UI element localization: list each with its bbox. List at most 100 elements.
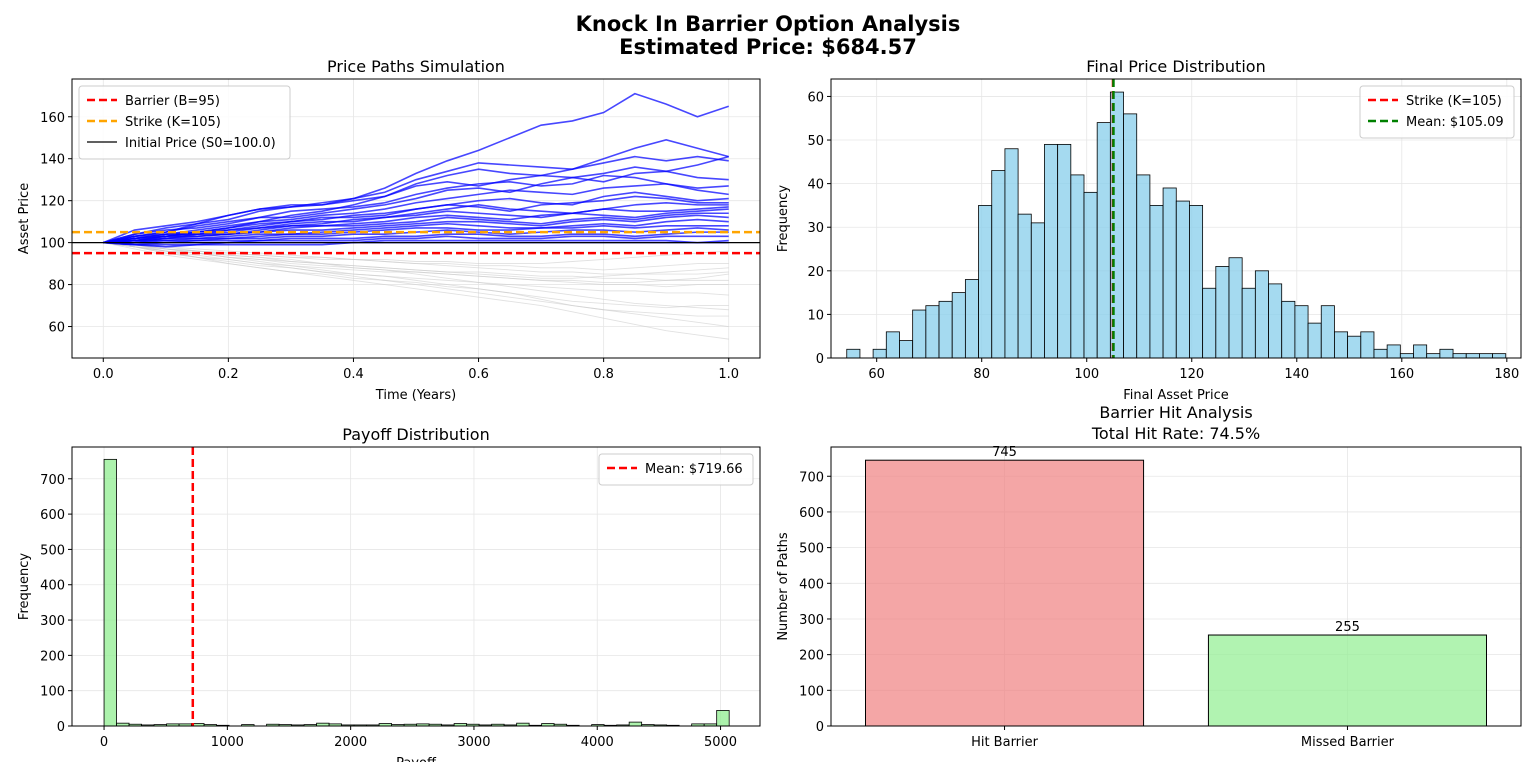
y-tick-label: 20 bbox=[807, 265, 824, 280]
histogram-bar bbox=[1452, 353, 1467, 359]
histogram-bar bbox=[912, 309, 927, 359]
legend-label: Initial Price (S0=100.0) bbox=[125, 136, 276, 151]
histogram-bar bbox=[1320, 305, 1335, 359]
histogram-bar bbox=[1202, 287, 1217, 359]
y-tick-label: 100 bbox=[40, 685, 65, 700]
panel-title-line2: Total Hit Rate: 74.5% bbox=[1091, 424, 1260, 443]
histogram-bar bbox=[964, 279, 979, 359]
histogram-bar bbox=[846, 348, 861, 359]
y-tick-label: 400 bbox=[40, 579, 65, 594]
legend-box bbox=[78, 85, 291, 160]
y-tick-label: 200 bbox=[799, 649, 824, 664]
histogram-bar bbox=[628, 721, 643, 727]
x-tick-label: 100 bbox=[1074, 367, 1099, 382]
background-path bbox=[103, 242, 729, 281]
figure-title-line2: Estimated Price: $684.57 bbox=[619, 35, 917, 59]
histogram-bar bbox=[1096, 122, 1111, 359]
histogram-bar bbox=[1307, 322, 1322, 359]
background-path bbox=[103, 242, 729, 265]
y-tick-label: 120 bbox=[40, 195, 65, 210]
price-paths-chart: Price Paths Simulation 0.0 0.2 0.4 0.6 0.8 1.0… bbox=[17, 57, 761, 403]
y-tick-label: 300 bbox=[799, 613, 824, 628]
histogram-bar bbox=[1017, 213, 1032, 359]
x-tick-label: 0.8 bbox=[593, 367, 614, 382]
figure-title-line1: Knock In Barrier Option Analysis bbox=[576, 12, 961, 36]
x-tick-label: 4000 bbox=[581, 735, 614, 750]
legend-label: Strike (K=105) bbox=[125, 115, 221, 130]
histogram-bar bbox=[1347, 335, 1362, 359]
x-tick-label: 5000 bbox=[704, 735, 737, 750]
histogram-bar bbox=[1228, 257, 1243, 359]
histogram-bar bbox=[1083, 191, 1098, 359]
histogram-bar bbox=[899, 340, 914, 359]
histogram-bar bbox=[1123, 113, 1138, 359]
barrier-hit-bar-chart: Barrier Hit Analysis Total Hit Rate: 74.5… bbox=[776, 403, 1522, 750]
y-tick-label: 700 bbox=[799, 470, 824, 485]
x-tick-label: 0.4 bbox=[343, 367, 364, 382]
x-tick-label: 180 bbox=[1494, 367, 1519, 382]
histogram-bar bbox=[1465, 353, 1480, 359]
x-tick-label: 0.0 bbox=[93, 367, 114, 382]
histogram-bar bbox=[1334, 331, 1349, 359]
y-tick-label: 500 bbox=[40, 543, 65, 558]
background-path bbox=[103, 242, 729, 283]
histogram-bar bbox=[1294, 305, 1309, 359]
y-tick-label: 40 bbox=[807, 178, 824, 193]
x-axis-label: Payoff bbox=[396, 756, 437, 762]
y-axis-label: Number of Paths bbox=[776, 532, 791, 641]
bar-value-label: 745 bbox=[992, 445, 1017, 460]
y-tick-label: 60 bbox=[807, 90, 824, 105]
highlighted-path bbox=[103, 174, 729, 244]
legend-box bbox=[1359, 85, 1515, 139]
highlighted-path bbox=[103, 208, 729, 244]
histogram-bar bbox=[1241, 287, 1256, 359]
histogram-bar bbox=[978, 205, 993, 359]
highlighted-path bbox=[103, 155, 729, 244]
histogram-bar bbox=[103, 458, 117, 727]
histogram-bar bbox=[872, 348, 887, 359]
panel-title: Price Paths Simulation bbox=[327, 57, 505, 76]
axes-frame bbox=[71, 78, 761, 359]
histogram-bar bbox=[1439, 348, 1454, 359]
legend-box bbox=[598, 453, 754, 486]
y-tick-label: 700 bbox=[40, 473, 65, 488]
x-tick-label: 140 bbox=[1284, 367, 1309, 382]
histogram-bar bbox=[1360, 331, 1375, 359]
histogram-bar bbox=[1413, 344, 1428, 359]
panel-title: Final Price Distribution bbox=[1086, 57, 1265, 76]
y-tick-label: 200 bbox=[40, 649, 65, 664]
histogram-bar bbox=[1268, 283, 1283, 359]
histogram-bar bbox=[1162, 187, 1177, 359]
background-path bbox=[103, 242, 729, 327]
panel-title-line1: Barrier Hit Analysis bbox=[1099, 403, 1252, 422]
bar-value-label: 255 bbox=[1335, 620, 1360, 635]
x-tick-label: 1000 bbox=[211, 735, 244, 750]
histogram-bar bbox=[1070, 174, 1085, 359]
histogram-bar bbox=[1215, 266, 1230, 359]
histogram-bar bbox=[1044, 143, 1059, 359]
histogram-bar bbox=[1254, 270, 1269, 359]
y-tick-label: 30 bbox=[807, 221, 824, 236]
x-tick-label: 60 bbox=[868, 367, 885, 382]
x-tick-label: 0.6 bbox=[468, 367, 489, 382]
histogram-bar bbox=[1149, 205, 1164, 359]
histogram-bar bbox=[951, 292, 966, 359]
histogram-bar bbox=[1399, 353, 1414, 359]
y-tick-label: 0 bbox=[816, 352, 824, 367]
y-axis-label: Frequency bbox=[17, 553, 32, 620]
bar-0 bbox=[865, 459, 1145, 727]
legend-label: Mean: $105.09 bbox=[1406, 115, 1504, 130]
axes-frame bbox=[830, 78, 1522, 359]
histogram-bar bbox=[716, 710, 730, 727]
histogram-bar bbox=[1479, 353, 1493, 359]
histogram-bar bbox=[1004, 148, 1019, 359]
x-tick-label: 0.2 bbox=[218, 367, 239, 382]
axes-frame bbox=[71, 446, 761, 727]
x-tick-label: 80 bbox=[973, 367, 990, 382]
x-tick-label: 0 bbox=[100, 735, 108, 750]
background-path bbox=[103, 242, 729, 271]
y-tick-label: 600 bbox=[40, 508, 65, 523]
background-path bbox=[103, 242, 729, 340]
